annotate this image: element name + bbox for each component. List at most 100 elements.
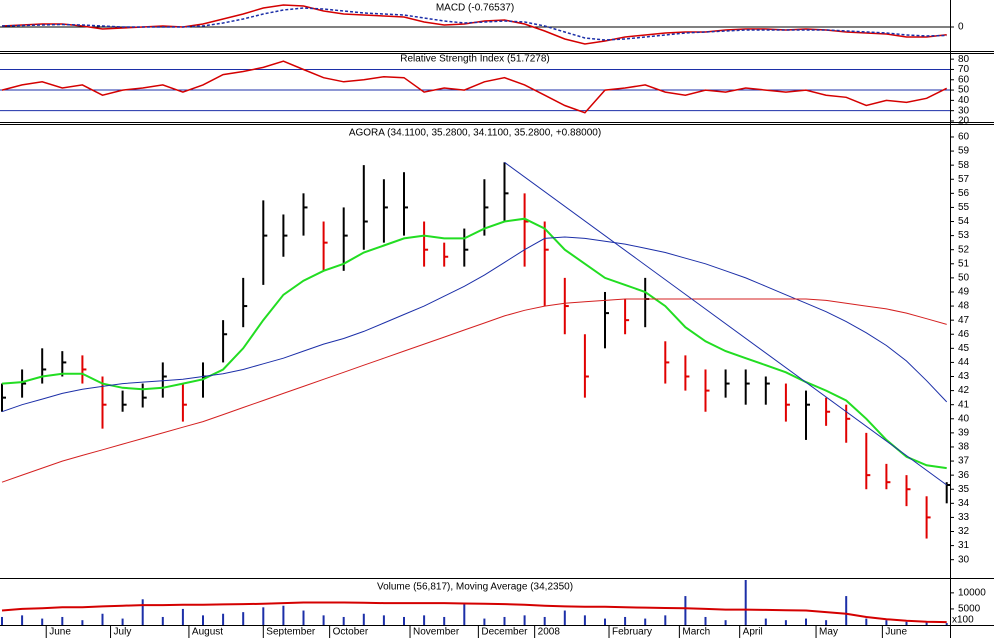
volume-bar: [342, 616, 345, 625]
x-tick-label: July: [114, 627, 132, 638]
volume-bar: [604, 618, 606, 625]
volume-bar: [262, 607, 265, 625]
volume-bar: [1, 616, 3, 625]
line-series: [1, 7, 947, 41]
volume-bar: [41, 618, 44, 625]
y-tick-label: 50: [958, 85, 970, 96]
y-tick-label: 52: [958, 244, 970, 255]
panel-title: Volume (56,817), Moving Average (34,2350…: [377, 582, 573, 593]
line-series: [1, 60, 948, 114]
y-tick-label: 60: [958, 74, 970, 85]
volume-bar: [684, 596, 687, 625]
y-tick-label: 30: [958, 105, 970, 116]
volume-bar: [624, 616, 627, 625]
volume-bar: [242, 612, 245, 625]
y-tick-label: 37: [958, 456, 970, 467]
volume-bar: [885, 620, 888, 625]
volume-bar: [282, 605, 285, 625]
y-tick-label: 34: [958, 498, 970, 509]
y-tick-label: 39: [958, 428, 970, 439]
y-tick-label: 60: [958, 132, 970, 143]
y-tick-label: 80: [958, 54, 970, 65]
volume-bar: [202, 615, 204, 625]
x-tick-label: June: [885, 627, 907, 638]
line-series: [1, 601, 947, 624]
volume-bar: [664, 615, 667, 625]
y-tick-label: 31: [958, 540, 970, 551]
volume-bar: [503, 616, 506, 625]
y-tick-label: 70: [958, 64, 970, 75]
unit-label: x100: [952, 615, 974, 626]
y-tick-label: 38: [958, 442, 970, 453]
volume-bar: [825, 620, 828, 625]
y-tick-label: 51: [958, 258, 970, 269]
volume-bar: [764, 618, 767, 625]
volume-bar: [945, 623, 948, 625]
x-tick-label: October: [333, 627, 369, 638]
trendline: [504, 161, 947, 486]
volume-bar: [583, 615, 586, 625]
y-tick-label: 43: [958, 371, 970, 382]
volume-bar: [905, 621, 908, 625]
x-tick-label: June: [49, 627, 71, 638]
y-tick-label: 53: [958, 230, 970, 241]
volume-bar: [805, 618, 807, 625]
y-tick-label: 42: [958, 385, 970, 396]
volume-bar: [302, 610, 305, 625]
y-tick-label: 46: [958, 329, 970, 340]
volume-bar: [744, 580, 747, 625]
volume-bar: [443, 616, 446, 625]
x-tick-label: August: [192, 627, 223, 638]
y-tick-label: 30: [958, 554, 970, 565]
y-tick-label: 49: [958, 287, 970, 298]
y-tick-label: 41: [958, 399, 970, 410]
y-tick-label: 50: [958, 273, 970, 284]
y-tick-label: 44: [958, 357, 970, 368]
y-tick-label: 20: [958, 116, 970, 127]
volume-bar: [925, 622, 928, 625]
y-tick-label: 10000: [958, 587, 986, 598]
x-tick-label: 2008: [538, 627, 561, 638]
y-tick-label: 0: [958, 22, 964, 33]
volume-bar: [724, 620, 727, 625]
y-tick-label: 48: [958, 301, 970, 312]
x-tick-label: September: [266, 627, 316, 638]
volume-bar: [704, 616, 707, 625]
volume-bar: [382, 615, 385, 625]
y-tick-label: 56: [958, 188, 970, 199]
x-tick-label: May: [819, 627, 838, 638]
volume-bar: [141, 599, 144, 625]
volume-bar: [222, 613, 225, 625]
x-tick-label: February: [612, 627, 652, 638]
volume-bar: [644, 618, 647, 625]
y-tick-label: 55: [958, 202, 970, 213]
volume-bar: [463, 602, 466, 625]
volume-bar: [181, 608, 184, 625]
volume-bar: [322, 615, 325, 625]
volume-bar: [865, 618, 868, 625]
volume-bar: [845, 596, 848, 625]
x-tick-label: March: [682, 627, 710, 638]
volume-bar: [21, 615, 24, 625]
volume-bar: [81, 620, 84, 625]
x-tick-label: April: [743, 627, 763, 638]
line-series: [1, 298, 947, 483]
volume-bar: [61, 616, 64, 625]
y-tick-label: 45: [958, 343, 970, 354]
panel-title: Relative Strength Index (51.7278): [400, 54, 550, 65]
x-tick-label: November: [413, 627, 460, 638]
volume-bar: [563, 610, 566, 625]
volume-bar: [101, 613, 104, 625]
y-tick-label: 5000: [958, 604, 981, 615]
y-tick-label: 59: [958, 146, 970, 157]
y-tick-label: 36: [958, 470, 970, 481]
y-tick-label: 35: [958, 484, 970, 495]
y-tick-label: 40: [958, 95, 970, 106]
y-tick-label: 47: [958, 315, 970, 326]
volume-bar: [483, 618, 486, 625]
volume-bar: [362, 613, 365, 625]
volume-bar: [161, 616, 164, 625]
y-tick-label: 57: [958, 174, 970, 185]
